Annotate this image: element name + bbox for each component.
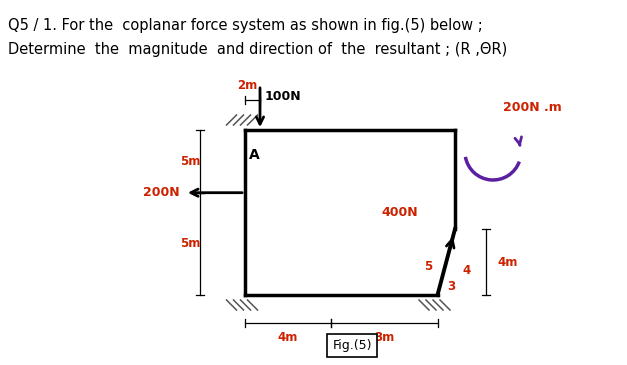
Text: 200N: 200N bbox=[144, 186, 180, 199]
Text: 200N .m: 200N .m bbox=[503, 101, 562, 114]
Text: 3: 3 bbox=[447, 280, 455, 293]
Text: 4m: 4m bbox=[497, 255, 518, 269]
Text: Determine  the  magnitude  and direction of  the  resultant ; (R ,ΘR): Determine the magnitude and direction of… bbox=[8, 42, 507, 57]
Text: 400N: 400N bbox=[382, 206, 418, 219]
Text: Q5 / 1. For the  coplanar force system as shown in fig.(5) below ;: Q5 / 1. For the coplanar force system as… bbox=[8, 18, 483, 33]
Text: 100N: 100N bbox=[265, 90, 302, 103]
Text: 2m: 2m bbox=[238, 79, 258, 92]
Text: 4m: 4m bbox=[278, 331, 298, 344]
Text: A: A bbox=[249, 148, 260, 162]
Text: 3m: 3m bbox=[374, 331, 394, 344]
Text: 5m: 5m bbox=[180, 237, 200, 250]
Text: 5m: 5m bbox=[180, 155, 200, 168]
Text: Fig.(5): Fig.(5) bbox=[332, 338, 372, 351]
Text: 4: 4 bbox=[463, 264, 471, 277]
Text: 5: 5 bbox=[424, 261, 433, 273]
